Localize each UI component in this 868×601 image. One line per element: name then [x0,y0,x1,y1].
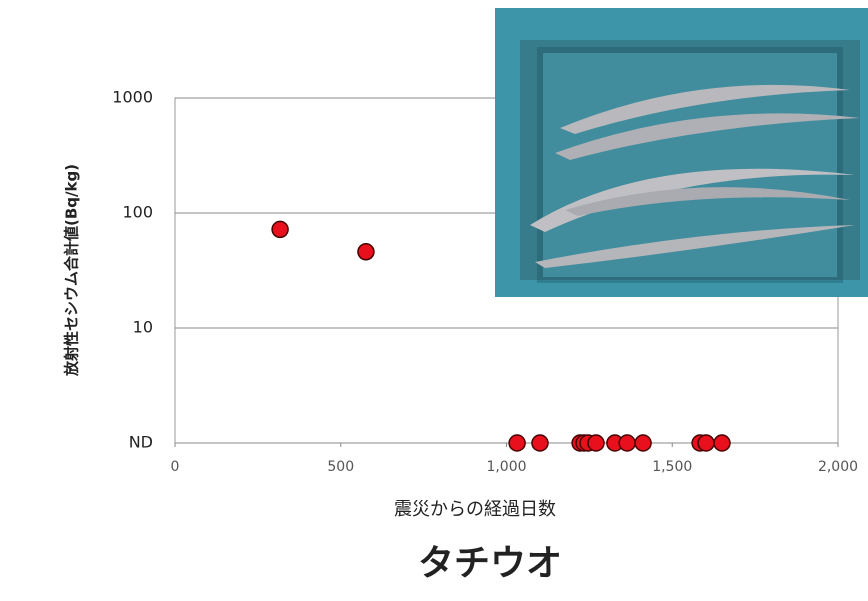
point [697,434,715,452]
y-tick-label: ND [129,433,153,452]
x-tick-label: 1,000 [486,459,526,475]
y-tick-label: 1000 [112,88,153,107]
x-tick-label: 1,500 [652,459,692,475]
chart-title: タチウオ [418,543,562,584]
point [531,434,549,452]
point [271,220,289,239]
point [618,434,636,452]
fish-photo [495,8,868,297]
x-tick-label: 2,000 [818,459,858,475]
y-tick-label: 100 [122,203,153,222]
x-tick-label: 0 [171,459,180,475]
point [587,434,605,452]
x-axis-label: 震災からの経過日数 [394,499,556,520]
point [508,434,526,452]
point [713,434,731,452]
x-tick-label: 500 [327,459,354,475]
point [634,434,652,452]
y-axis-label: 放射性セシウム合計値(Bq/kg) [63,164,81,377]
point [357,243,375,261]
y-tick-label: 10 [133,318,153,337]
